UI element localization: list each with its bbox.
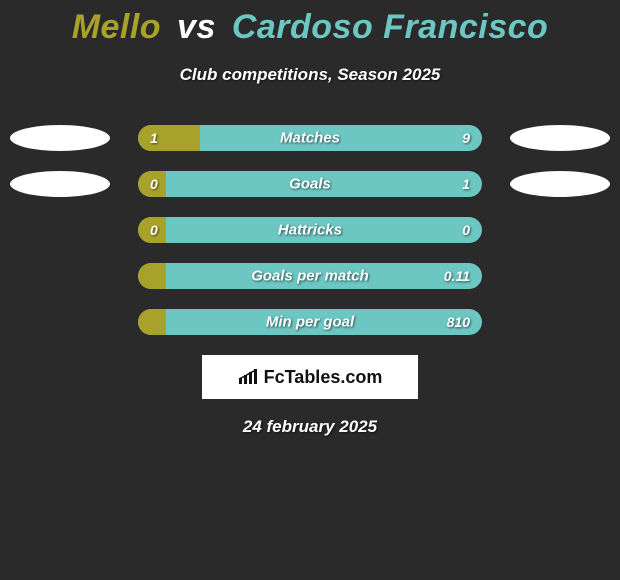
bar-track: 0Goals1 — [138, 171, 482, 197]
comparison-title: Mello vs Cardoso Francisco — [0, 0, 620, 47]
bar-track: 0Hattricks0 — [138, 217, 482, 243]
stat-row: Goals per match0.11 — [0, 263, 620, 289]
bar-track: Min per goal810 — [138, 309, 482, 335]
date-label: 24 february 2025 — [0, 417, 620, 437]
bar-fill — [138, 125, 200, 151]
right-ellipse — [510, 171, 610, 197]
bar-track: 1Matches9 — [138, 125, 482, 151]
bar-fill — [138, 263, 166, 289]
stat-row: 0Hattricks0 — [0, 217, 620, 243]
right-value: 810 — [447, 314, 470, 330]
logo-label: FcTables.com — [264, 367, 383, 388]
stat-row: 1Matches9 — [0, 125, 620, 151]
bar-fill — [138, 309, 166, 335]
subtitle: Club competitions, Season 2025 — [0, 65, 620, 85]
left-ellipse — [10, 171, 110, 197]
stat-label: Goals per match — [138, 268, 482, 285]
stat-row: 0Goals1 — [0, 171, 620, 197]
logo-text: FcTables.com — [238, 367, 383, 388]
right-ellipse — [510, 125, 610, 151]
logo-box: FcTables.com — [202, 355, 418, 399]
vs-label: vs — [177, 8, 216, 46]
right-value: 0.11 — [444, 268, 470, 284]
player1-name: Mello — [72, 8, 161, 46]
right-value: 9 — [462, 130, 470, 146]
stat-label: Hattricks — [138, 222, 482, 239]
stats-container: 1Matches90Goals10Hattricks0Goals per mat… — [0, 125, 620, 335]
right-value: 0 — [462, 222, 470, 238]
right-value: 1 — [462, 176, 470, 192]
bar-fill — [138, 171, 166, 197]
player2-name: Cardoso Francisco — [232, 8, 548, 46]
stat-label: Goals — [138, 176, 482, 193]
left-ellipse — [10, 125, 110, 151]
bar-track: Goals per match0.11 — [138, 263, 482, 289]
bar-chart-icon — [238, 368, 260, 386]
stat-row: Min per goal810 — [0, 309, 620, 335]
bar-fill — [138, 217, 166, 243]
stat-label: Min per goal — [138, 314, 482, 331]
